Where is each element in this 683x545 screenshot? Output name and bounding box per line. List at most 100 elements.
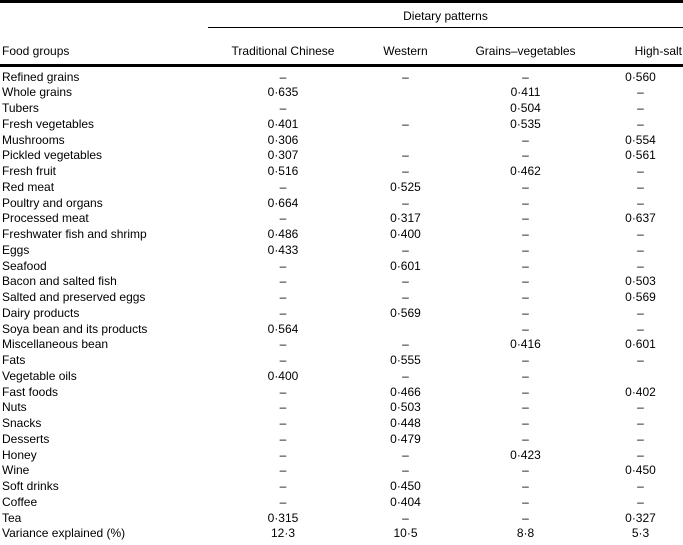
loading-value: –: [279, 179, 287, 194]
food-group-label: Eggs: [2, 242, 30, 257]
food-group-label: Honey: [2, 447, 37, 462]
loading-value: 0·404: [390, 494, 421, 509]
table-row: Soft drinks – 0·450 – –: [0, 479, 683, 495]
food-group-label: Variance explained (%): [2, 526, 126, 541]
loading-value: –: [637, 85, 644, 100]
table-row: Tea 0·315 – – 0·327: [0, 511, 683, 527]
loading-value: –: [279, 274, 287, 289]
loading-value: –: [522, 148, 529, 163]
loading-value: 0·466: [390, 384, 421, 399]
loading-value: –: [522, 368, 529, 383]
table-row: Dairy products – 0·569 – –: [0, 306, 683, 322]
table-row: Snacks – 0·448 – –: [0, 416, 683, 432]
top-rule: [0, 0, 683, 3]
food-group-label: Wine: [2, 463, 30, 478]
loading-value: 0·479: [390, 431, 421, 446]
loading-value: 0·554: [625, 132, 656, 147]
table-row: Mushrooms 0·306 – 0·554: [0, 133, 683, 149]
table-body: Refined grains – – –0·560 Whole grains 0·635 0…: [0, 67, 683, 543]
food-group-label: Fats: [2, 353, 26, 367]
loading-value: 0·560: [625, 69, 656, 84]
loading-value: 0·315: [267, 510, 299, 525]
loading-value: [358, 133, 453, 149]
food-group-label: Refined grains: [2, 69, 80, 84]
loading-value: [598, 369, 683, 385]
loading-value: 0·664: [267, 195, 299, 210]
loading-value: –: [637, 227, 644, 241]
column-header-food-groups: Food groups: [2, 44, 70, 58]
loading-value: –: [279, 431, 287, 446]
table-row: Fresh vegetables 0·401 – 0·535 –: [0, 117, 683, 133]
food-group-label: Red meat: [2, 179, 55, 194]
loading-value: –: [279, 211, 287, 226]
loading-value: 5·3: [631, 526, 650, 541]
loading-value: 0·601: [625, 337, 656, 352]
loading-value: 0·416: [510, 337, 541, 352]
loading-value: –: [522, 400, 529, 415]
loading-value: –: [402, 69, 409, 84]
loading-value: –: [402, 242, 409, 257]
loading-value: 0·564: [267, 321, 299, 336]
loading-value: –: [637, 101, 644, 115]
loading-value: –: [402, 148, 409, 163]
loading-value: 0·400: [267, 368, 299, 383]
food-group-label: Fresh vegetables: [2, 116, 95, 131]
loading-value: –: [637, 494, 644, 509]
loading-value: –: [637, 164, 644, 178]
loading-value: 0·317: [390, 211, 421, 226]
column-header-western: Western: [383, 44, 428, 58]
loading-value: –: [279, 258, 287, 273]
loading-value: –: [279, 463, 287, 478]
food-group-label: Miscellaneous bean: [2, 337, 109, 352]
food-group-label: Coffee: [2, 494, 38, 509]
loading-value: 0·450: [390, 479, 421, 493]
loading-value: –: [522, 132, 529, 147]
table-row: Desserts – 0·479 – –: [0, 432, 683, 448]
loading-value: –: [402, 116, 409, 131]
loading-value: 0·569: [625, 290, 656, 304]
loading-value: [358, 322, 453, 338]
loading-value: –: [522, 258, 529, 273]
loading-value: –: [522, 290, 529, 304]
table-row: Eggs 0·433 – – –: [0, 243, 683, 259]
loading-value: 0·569: [390, 305, 421, 320]
food-group-label: Poultry and organs: [2, 195, 103, 210]
loading-value: –: [637, 431, 644, 446]
loading-value: –: [402, 274, 409, 289]
loading-value: 0·525: [390, 179, 421, 194]
table-row: Seafood – 0·601 – –: [0, 259, 683, 275]
loading-value: 0·601: [390, 258, 421, 273]
loading-value: –: [522, 384, 529, 399]
loading-value: –: [637, 258, 644, 273]
loading-value: –: [522, 353, 529, 367]
loading-value: –: [279, 69, 287, 84]
loading-value: –: [637, 242, 644, 257]
food-group-label: Desserts: [2, 431, 50, 446]
food-group-label: Mushrooms: [2, 132, 65, 147]
table-row: Miscellaneous bean – – 0·416 0·601: [0, 337, 683, 353]
loading-value: –: [279, 337, 287, 352]
loading-value: –: [522, 211, 529, 226]
loading-value: –: [522, 195, 529, 210]
loading-value: –: [637, 195, 644, 210]
table-row: Nuts – 0·503 – –: [0, 400, 683, 416]
loading-value: –: [279, 305, 287, 320]
loading-value: –: [402, 510, 409, 525]
loading-value: –: [279, 447, 287, 462]
loading-value: –: [279, 290, 287, 304]
column-header-row: Food groups Traditional Chinese Western …: [0, 28, 683, 64]
loading-value: 10·5: [393, 526, 418, 541]
table-row: Variance explained (%) 12·3 10·5 8·8 5·3: [0, 526, 683, 542]
table-row: Fats – 0·555 – –: [0, 353, 683, 369]
food-group-label: Whole grains: [2, 85, 73, 100]
food-group-label: Soya bean and its products: [2, 321, 148, 336]
loading-value: –: [279, 400, 287, 415]
loading-value: 0·450: [625, 463, 656, 478]
food-group-label: Vegetable oils: [2, 368, 77, 383]
table-row: Fresh fruit 0·516 – 0·462 –: [0, 164, 683, 180]
table-row: Processed meat – 0·317 – 0·637: [0, 211, 683, 227]
table-row: Bacon and salted fish – – – 0·503: [0, 274, 683, 290]
table-row: Whole grains 0·635 0·411 –: [0, 85, 683, 101]
loading-value: –: [637, 305, 644, 320]
food-group-label: Bacon and salted fish: [2, 274, 117, 289]
